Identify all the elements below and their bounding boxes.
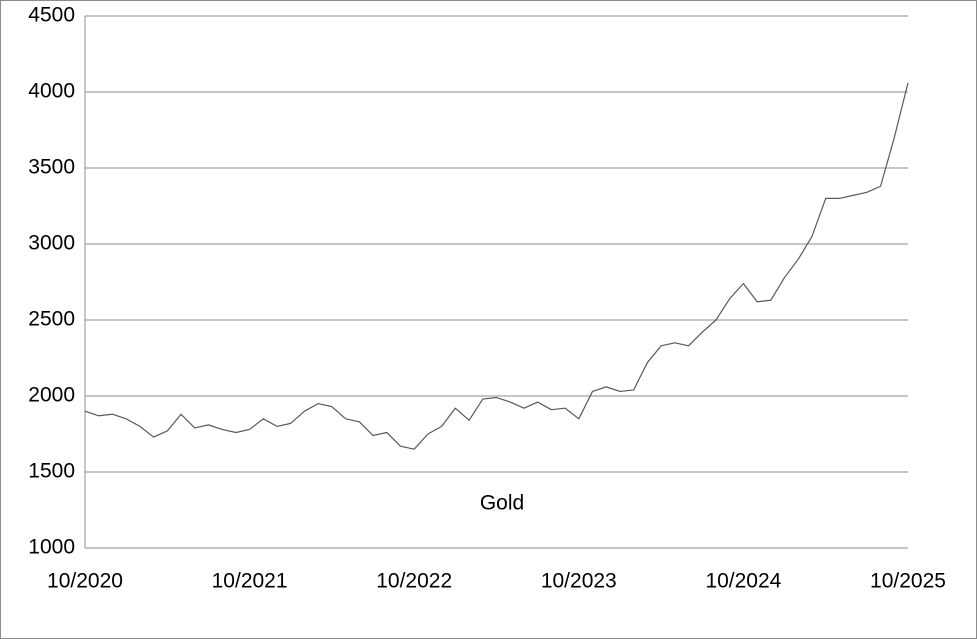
y-tick-label: 4500 — [28, 4, 75, 27]
y-tick-label: 1000 — [28, 536, 75, 559]
y-tick-label: 1500 — [28, 460, 75, 483]
series-label: Gold — [480, 492, 524, 515]
series-line — [84, 82, 909, 450]
x-tick-label: 10/2021 — [212, 570, 288, 593]
x-tick-label: 10/2020 — [47, 570, 123, 593]
y-tick-label: 4000 — [28, 80, 75, 103]
x-tick-label: 10/2022 — [376, 570, 452, 593]
y-tick-label: 2000 — [28, 384, 75, 407]
y-tick-label: 3500 — [28, 156, 75, 179]
x-tick-label: 10/2025 — [870, 570, 946, 593]
x-tick-label: 10/2024 — [705, 570, 781, 593]
y-tick-label: 3000 — [28, 232, 75, 255]
x-tick-label: 10/2023 — [541, 570, 617, 593]
y-tick-label: 2500 — [28, 308, 75, 331]
